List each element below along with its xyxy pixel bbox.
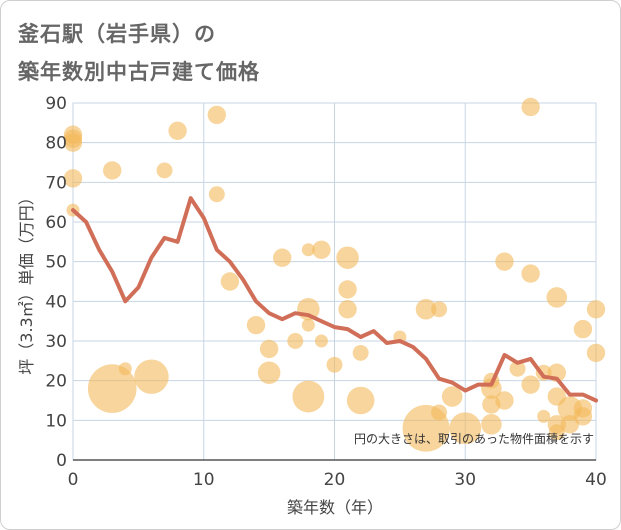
bubble-point (509, 360, 526, 377)
bubble-point (246, 315, 266, 335)
bubble-point (207, 105, 227, 125)
y-tick-label: 10 (45, 411, 67, 431)
axes: 0 10 20 30 40 50 60 70 80 90 0 10 20 30 40 (45, 94, 606, 490)
bubble-point (352, 344, 369, 361)
average-line-series (71, 196, 598, 403)
bubble-point (314, 334, 328, 348)
bubble-point (441, 386, 463, 407)
y-tick-label: 20 (45, 372, 67, 392)
bubble-point (338, 280, 357, 299)
y-tick-label: 50 (45, 253, 67, 273)
bubble-point (208, 186, 225, 203)
bubble-point (257, 361, 281, 384)
bubble-point (546, 287, 568, 308)
bubble-point (134, 359, 169, 394)
bubble-point (495, 391, 514, 410)
y-tick-label: 60 (45, 213, 67, 233)
chart-title-line-2: 築年数別中古戸建て価格 (18, 60, 260, 84)
bubble-point (118, 362, 132, 376)
bubble-point (481, 414, 502, 435)
bubble-point (346, 386, 375, 415)
bubble-point (287, 333, 304, 349)
bubble-point (336, 246, 359, 269)
x-tick-label: 0 (68, 470, 79, 490)
bubble-point (431, 404, 448, 421)
y-tick-label: 40 (45, 292, 67, 312)
bubble-point (495, 252, 514, 271)
bubble-point (537, 409, 551, 423)
bubble-point (220, 272, 240, 291)
bubble-point (431, 301, 448, 318)
x-tick-label: 10 (193, 470, 215, 490)
y-tick-label: 90 (45, 94, 67, 114)
bubble-point (521, 264, 540, 283)
bubble-point (87, 364, 137, 413)
x-axis-label: 築年数（年） (287, 498, 383, 517)
average-price-line (71, 196, 598, 403)
grid-lines (72, 102, 597, 461)
chart-title: 釜石駅（岩手県）の 築年数別中古戸建て価格 (18, 15, 260, 91)
bubble-point (586, 343, 606, 363)
bubble-point (521, 375, 540, 394)
bubble-point (259, 339, 279, 359)
bubble-point (273, 248, 292, 267)
chart-title-line-1: 釜石駅（岩手県）の (18, 22, 216, 46)
bubble-point (521, 97, 540, 117)
bubble-point (63, 133, 83, 152)
bubble-point (63, 169, 83, 188)
bubble-point (301, 318, 315, 332)
y-tick-label: 30 (45, 332, 67, 352)
bubble-point (326, 356, 343, 373)
y-tick-label: 0 (56, 451, 67, 471)
bubble-point (292, 380, 325, 413)
y-tick-label: 80 (45, 134, 67, 154)
bubble-point (312, 240, 331, 259)
bubble-point (449, 412, 482, 445)
x-tick-label: 40 (585, 470, 607, 490)
bubble-point (548, 424, 565, 441)
bubble-point (573, 319, 593, 339)
bubble-point (338, 300, 357, 319)
bubble-point (573, 407, 593, 426)
bubble-point (103, 161, 122, 180)
y-axis-label: 坪（3.3㎡）単価（万円） (17, 189, 36, 374)
x-tick-label: 20 (324, 470, 346, 490)
bubble-point (156, 162, 173, 179)
bubble-point (415, 298, 437, 320)
y-tick-label: 70 (45, 173, 67, 193)
bubble-point (301, 243, 315, 257)
size-legend-note: 円の大きさは、取引のあった物件面積を示す (354, 431, 594, 446)
bubble-point (586, 300, 606, 319)
bubble-series (63, 97, 606, 452)
bubble-point (168, 121, 187, 140)
x-tick-label: 30 (454, 470, 476, 490)
